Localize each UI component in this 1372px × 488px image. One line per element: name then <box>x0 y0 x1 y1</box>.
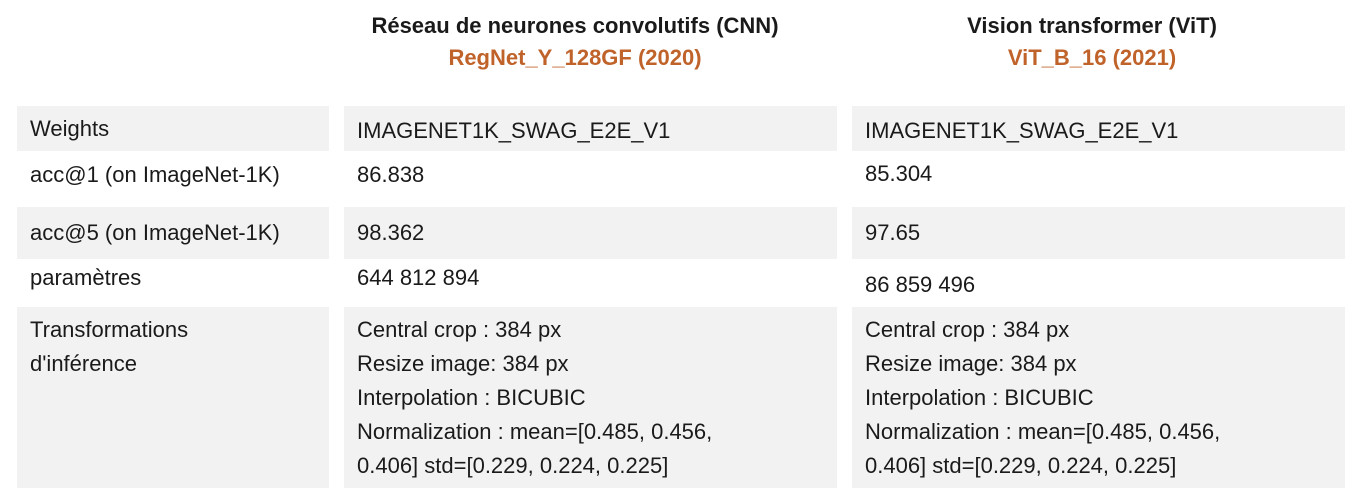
vit-transform-line: Normalization : mean=[0.485, 0.456, <box>865 419 1221 444</box>
vit-header-title: Vision transformer (ViT) <box>967 13 1217 38</box>
cnn-transform-line: Central crop : 384 px <box>357 317 562 342</box>
vit-transform-line: 0.406] std=[0.229, 0.224, 0.225] <box>865 453 1177 478</box>
transforms-label-line: Transformations <box>30 317 189 342</box>
vit-transform-line: Central crop : 384 px <box>865 317 1070 342</box>
cnn-acc1-value: 86.838 <box>357 162 425 187</box>
cnn-transform-line: Normalization : mean=[0.485, 0.456, <box>357 419 713 444</box>
vit-acc1-value: 85.304 <box>865 161 933 186</box>
cnn-acc5-value: 98.362 <box>344 207 837 259</box>
vit-acc5-value: 97.65 <box>852 207 1345 259</box>
vit-params-value: 86 859 496 <box>865 272 976 297</box>
vit-transform-line: Interpolation : BICUBIC <box>865 385 1094 410</box>
cnn-header-title: Réseau de neurones convolutifs (CNN) <box>371 13 779 38</box>
vit-header-model: ViT_B_16 (2021) <box>1007 45 1177 70</box>
cnn-header-model: RegNet_Y_128GF (2020) <box>448 45 702 70</box>
cnn-params-value: 644 812 894 <box>357 265 480 290</box>
vit-column-header: Vision transformer (ViT) ViT_B_16 (2021) <box>842 10 1342 74</box>
vit-weights-value: IMAGENET1K_SWAG_E2E_V1 <box>852 106 1345 151</box>
row-label-acc5: acc@5 (on ImageNet-1K) <box>17 207 329 259</box>
vit-transforms-value: Central crop : 384 px Resize image: 384 … <box>852 307 1345 488</box>
cnn-column-header: Réseau de neurones convolutifs (CNN) Reg… <box>330 10 820 74</box>
row-label-transforms: Transformations d'inférence <box>17 307 329 488</box>
vit-transform-line: Resize image: 384 px <box>865 351 1077 376</box>
row-label-acc1: acc@1 (on ImageNet-1K) <box>30 162 280 187</box>
cnn-transform-line: 0.406] std=[0.229, 0.224, 0.225] <box>357 453 669 478</box>
cnn-transform-line: Interpolation : BICUBIC <box>357 385 586 410</box>
cnn-transform-line: Resize image: 384 px <box>357 351 569 376</box>
transforms-label-line: d'inférence <box>30 351 137 376</box>
cnn-transforms-value: Central crop : 384 px Resize image: 384 … <box>344 307 837 488</box>
cnn-weights-value: IMAGENET1K_SWAG_E2E_V1 <box>344 106 837 151</box>
row-label-params: paramètres <box>30 265 142 290</box>
row-label-weights: Weights <box>17 106 329 151</box>
